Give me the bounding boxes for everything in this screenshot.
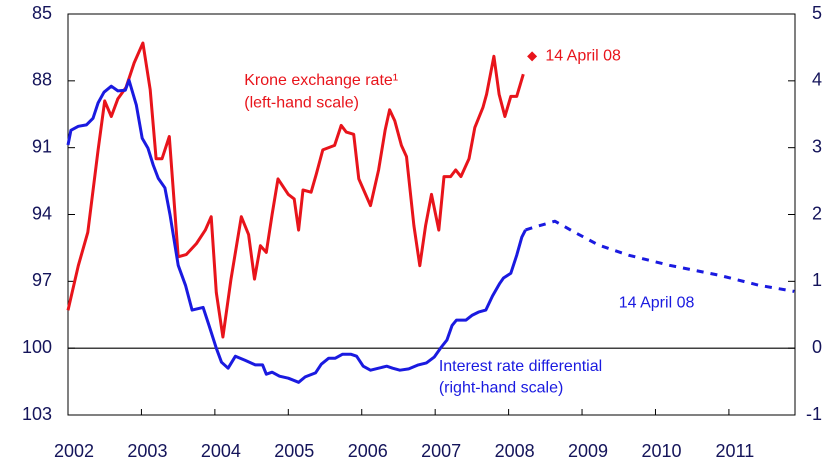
- x-tick-label: 2011: [716, 441, 755, 461]
- y2-tick-label: 1: [812, 270, 822, 290]
- y-tick-label: 103: [22, 404, 52, 424]
- y2-tick-label: 4: [812, 70, 822, 90]
- annotation: 14 April 08: [545, 48, 621, 65]
- x-tick-label: 2005: [274, 441, 314, 461]
- y-tick-label: 100: [22, 337, 52, 357]
- y-tick-label: 85: [32, 3, 52, 23]
- y2-tick-label: 3: [812, 136, 822, 156]
- annotation: 14 April 08: [619, 295, 695, 312]
- y2-tick-label: 0: [812, 337, 822, 357]
- annotation: (right-hand scale): [439, 379, 564, 396]
- y-tick-label: 88: [32, 70, 52, 90]
- x-tick-label: 2009: [568, 441, 608, 461]
- x-tick-label: 2010: [641, 441, 681, 461]
- y-tick-label: 94: [32, 203, 52, 223]
- marker: [527, 51, 538, 62]
- line: [66, 41, 525, 339]
- x-tick-label: 2002: [54, 441, 94, 461]
- line: [525, 219, 795, 293]
- plot-frame: [67, 13, 796, 416]
- y2-tick-label: -1: [806, 404, 822, 424]
- annotation: Krone exchange rate¹: [244, 72, 398, 89]
- x-tick-label: 2008: [495, 441, 535, 461]
- annotation: Interest rate differential: [439, 358, 602, 375]
- y-tick-label: 91: [32, 136, 52, 156]
- y2-tick-label: 5: [812, 3, 822, 23]
- y2-tick-label: 2: [812, 203, 822, 223]
- annotation: (left-hand scale): [244, 94, 359, 111]
- x-tick-label: 2004: [201, 441, 241, 461]
- x-tick-label: 2007: [421, 441, 461, 461]
- line: [66, 78, 527, 384]
- y-tick-label: 97: [32, 270, 52, 290]
- x-tick-label: 2006: [348, 441, 388, 461]
- x-tick-label: 2003: [127, 441, 167, 461]
